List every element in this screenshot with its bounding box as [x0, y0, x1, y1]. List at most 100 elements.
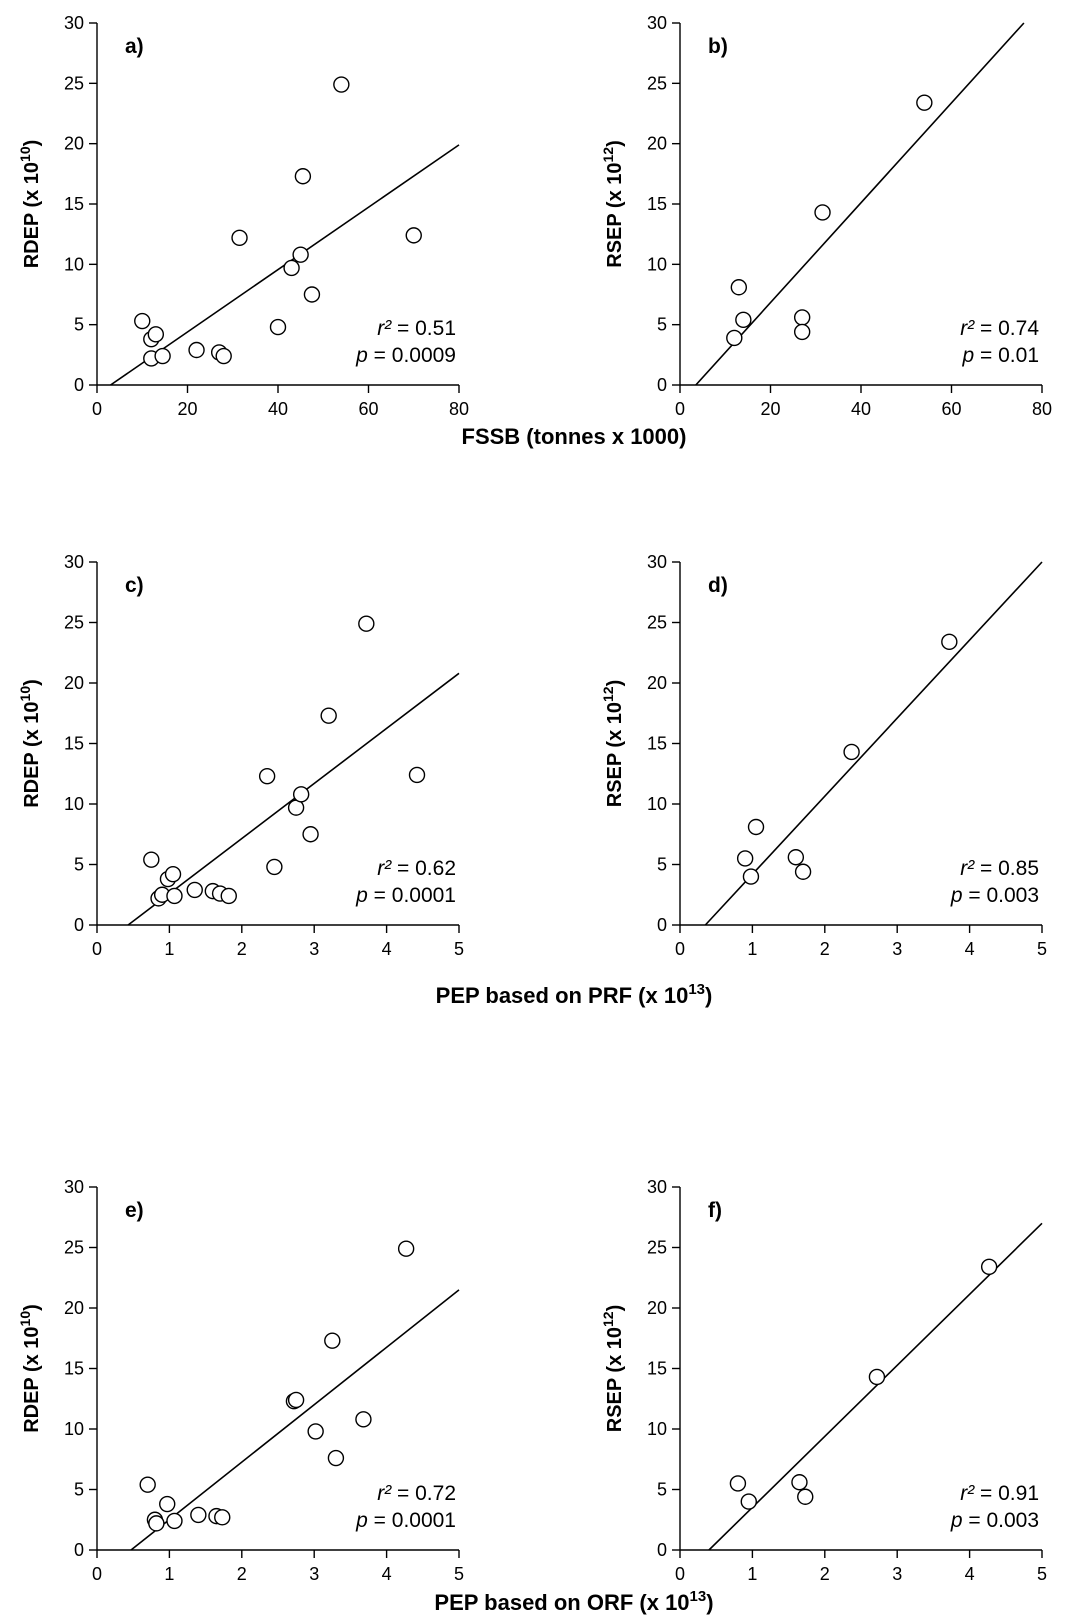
panel-d-data-point: [736, 850, 754, 867]
panel-f-x-tick-label: 0: [675, 1564, 685, 1584]
panel-a-x-tick-label: 60: [358, 399, 378, 419]
panel-d-letter: d): [708, 574, 728, 597]
panel-a-y-tick-label: 20: [64, 134, 84, 154]
panel-c-p-symbol: p: [355, 884, 368, 907]
panel-e-y-tick-label: 25: [64, 1238, 84, 1258]
panel-b-x-tick-label: 40: [851, 399, 871, 419]
panel-a-y-axis-label-close: ): [21, 140, 43, 147]
panel-a-data-point: [269, 318, 287, 336]
panel-c-data-point: [143, 851, 160, 868]
panel-e-p-symbol: p: [355, 1509, 368, 1532]
panel-a-data-point: [215, 347, 232, 365]
panel-e-y-tick-label: 10: [64, 1419, 84, 1439]
panel-f-data-point: [980, 1258, 998, 1276]
panel-f-p-stat: p = 0.003: [950, 1509, 1039, 1532]
panel-d-fit-line: [704, 561, 1043, 926]
panel-f-x-tick-label: 2: [820, 1564, 830, 1584]
panel-f-y-tick-label: 15: [647, 1359, 667, 1379]
panel-e-data-point: [166, 1512, 183, 1530]
panel-c-p-value: = 0.0001: [368, 884, 456, 907]
panel-a-y-axis-label: RDEP (x 1010): [17, 140, 43, 269]
panel-c-x-tick-label: 2: [237, 939, 247, 959]
panel-a-letter: a): [125, 35, 144, 58]
panel-b-data-point: [793, 323, 811, 341]
panel-f-data-point: [791, 1474, 808, 1491]
panel-e-data-point: [307, 1423, 324, 1440]
panel-c-y-axis-label-text: RDEP (x 10: [21, 701, 43, 807]
panel-c-data-point: [302, 826, 319, 843]
panel-d-y-tick-label: 0: [657, 915, 667, 935]
panel-c-y-tick-label: 20: [64, 673, 84, 693]
panel-d-y-tick-label: 15: [647, 734, 667, 754]
panel-d-x-tick-label: 5: [1037, 939, 1047, 959]
panel-c-y-tick-label: 15: [64, 734, 84, 754]
panel-f-data-point: [729, 1475, 747, 1492]
panel-c-data-point: [258, 767, 276, 785]
panel-e-data-point: [214, 1509, 231, 1526]
row1-x-axis-label: FSSB (tonnes x 1000): [462, 424, 687, 449]
panel-f-r2-value: = 0.91: [974, 1482, 1039, 1505]
panel-d-y-tick-label: 20: [647, 673, 667, 693]
panel-e-r2-symbol: r²: [377, 1482, 392, 1505]
panel-f-y-axis-label: RSEP (x 1012): [600, 1305, 626, 1433]
panel-e-data-point: [190, 1506, 207, 1524]
panel-f-fit-line: [708, 1222, 1043, 1551]
panel-b-y-tick-label: 15: [647, 194, 667, 214]
panel-f-p-symbol: p: [950, 1509, 963, 1532]
panel-c-data-point: [292, 786, 310, 803]
panel-e-x-tick-label: 1: [164, 1564, 174, 1584]
panel-d-p-stat: p = 0.003: [950, 884, 1039, 907]
panel-a-data-point: [303, 286, 321, 303]
panel-b-data-point: [730, 279, 748, 296]
panel-b-data-point: [814, 204, 831, 221]
panel-a-y-tick-label: 30: [64, 13, 84, 33]
panel-e-y-tick-label: 5: [74, 1480, 84, 1500]
panel-a-x-tick-label: 20: [177, 399, 197, 419]
panel-b-letter: b): [708, 35, 728, 58]
panel-c-r2-value: = 0.62: [391, 857, 456, 880]
panel-e-y-tick-label: 0: [74, 1540, 84, 1560]
row2-x-axis-label-sup: 13: [688, 981, 705, 998]
panel-b-x-tick-label: 0: [675, 399, 685, 419]
panel-a-p-stat: p = 0.0009: [355, 344, 456, 367]
panel-e-y-tick-label: 30: [64, 1177, 84, 1197]
panel-c-data-point: [166, 887, 183, 905]
panel-f-x-tick-label: 5: [1037, 1564, 1047, 1584]
panel-b-x-tick-label: 20: [760, 399, 780, 419]
panel-a-x-tick-label: 0: [92, 399, 102, 419]
panel-c-y-axis-label: RDEP (x 1010): [17, 679, 43, 808]
panel-d-r2-stat: r² = 0.85: [960, 857, 1039, 880]
panel-a-p-symbol: p: [355, 344, 368, 367]
panel-b-y-tick-label: 0: [657, 375, 667, 395]
panel-e-y-tick-label: 15: [64, 1359, 84, 1379]
panel-e-data-point: [139, 1476, 156, 1493]
panel-f-y-tick-label: 20: [647, 1298, 667, 1318]
panel-a-y-tick-label: 15: [64, 194, 84, 214]
panel-f-y-axis-label-sup: 12: [600, 1311, 616, 1327]
panel-c-y-tick-label: 5: [74, 855, 84, 875]
panel-b-y-tick-label: 30: [647, 13, 667, 33]
panel-b-y-tick-label: 10: [647, 254, 667, 274]
panel-f-x-tick-label: 3: [892, 1564, 902, 1584]
panel-f-y-axis-label-close: ): [604, 1305, 626, 1312]
panel-a-r2-symbol: r²: [377, 317, 392, 340]
panel-a-data-point: [292, 246, 309, 263]
row2-x-axis-label-text: PEP based on PRF (x 10: [436, 983, 689, 1008]
panel-e-data-point: [324, 1332, 341, 1349]
panel-e-data-point: [287, 1391, 305, 1409]
panel-f-y-tick-label: 25: [647, 1238, 667, 1258]
panel-c-data-point: [186, 881, 203, 899]
panel-c-r2-stat: r² = 0.62: [377, 857, 456, 880]
panel-c-data-point: [220, 887, 237, 905]
panel-c-y-tick-label: 0: [74, 915, 84, 935]
panel-f-y-tick-label: 30: [647, 1177, 667, 1197]
panel-b: 0 5 10 15 20 25 30 0 20 40 60 80 b) RSEP (x 1012) r² =…: [600, 13, 1052, 419]
panel-d-y-tick-label: 10: [647, 794, 667, 814]
panel-d-data-point: [742, 868, 760, 885]
panel-c-x-tick-label: 1: [164, 939, 174, 959]
panel-c-y-tick-label: 10: [64, 794, 84, 814]
panel-d-x-tick-label: 1: [747, 939, 757, 959]
